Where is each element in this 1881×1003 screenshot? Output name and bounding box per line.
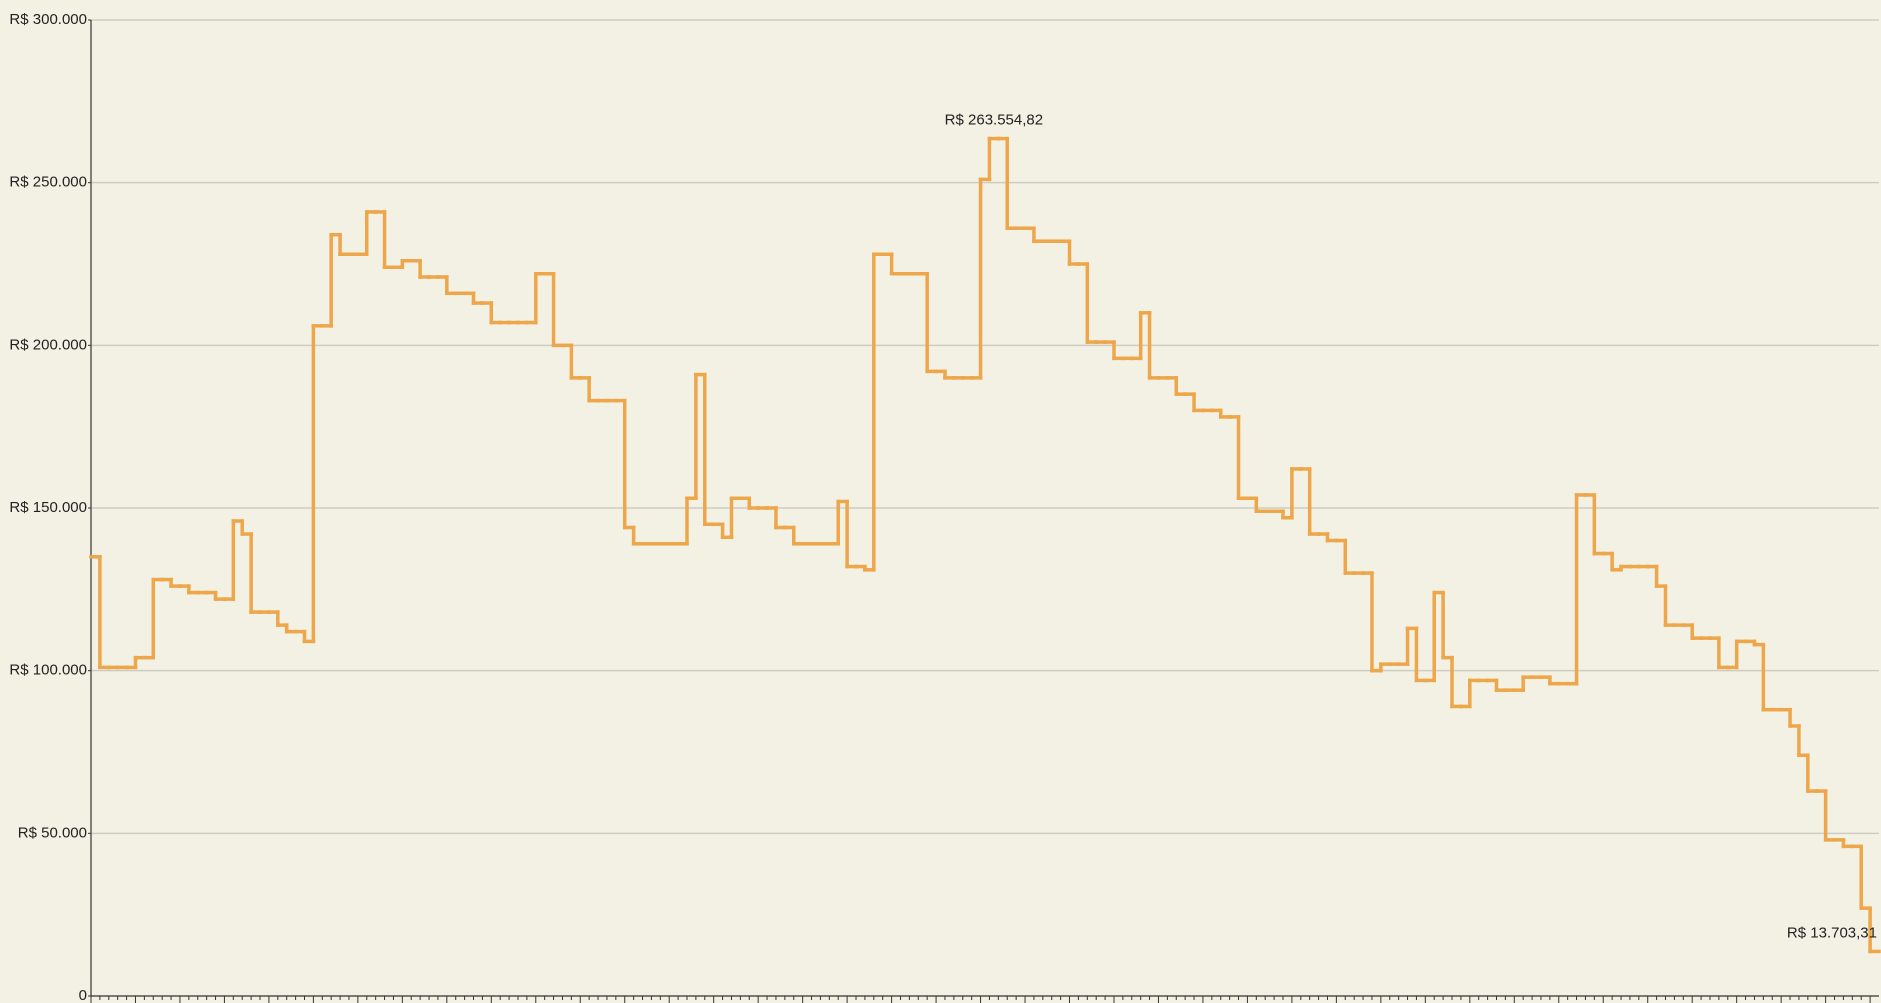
y-tick-label: R$ 100.000: [9, 662, 87, 679]
annotation: R$ 263.554,82: [945, 112, 1043, 129]
y-tick-label: R$ 300.000: [9, 11, 87, 28]
y-tick-label: R$ 250.000: [9, 174, 87, 191]
annotation: R$ 13.703,31: [1787, 924, 1877, 941]
y-tick-label: R$ 50.000: [18, 824, 87, 841]
y-tick-label: 0: [79, 987, 87, 1003]
y-tick-label: R$ 200.000: [9, 336, 87, 353]
y-tick-label: R$ 150.000: [9, 499, 87, 516]
